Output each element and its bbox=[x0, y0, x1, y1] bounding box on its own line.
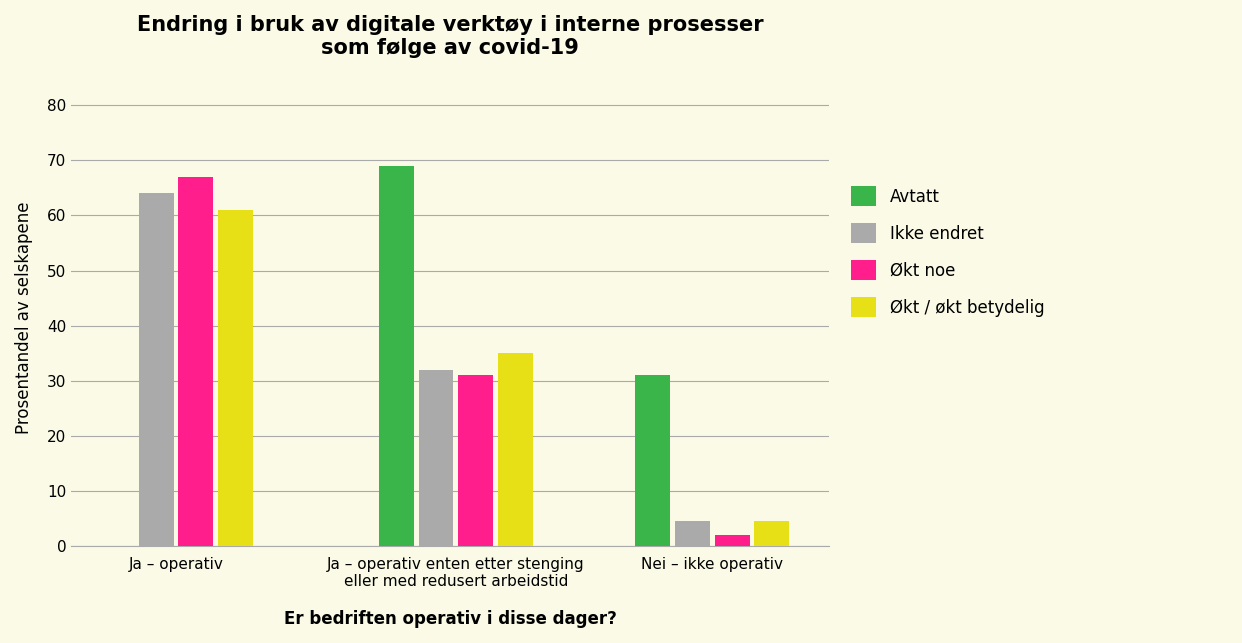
X-axis label: Er bedriften operativ i disse dager?: Er bedriften operativ i disse dager? bbox=[283, 610, 616, 628]
Bar bbox=[458, 375, 493, 546]
Bar bbox=[419, 370, 453, 546]
Y-axis label: Prosentandel av selskapene: Prosentandel av selskapene bbox=[15, 201, 34, 433]
Bar bbox=[714, 534, 750, 546]
Bar bbox=[498, 353, 533, 546]
Bar bbox=[379, 166, 414, 546]
Bar bbox=[754, 521, 789, 546]
Bar bbox=[219, 210, 253, 546]
Bar bbox=[636, 375, 671, 546]
Bar bbox=[179, 177, 214, 546]
Bar bbox=[674, 521, 710, 546]
Bar bbox=[139, 194, 174, 546]
Legend: Avtatt, Ikke endret, Økt noe, Økt / økt betydelig: Avtatt, Ikke endret, Økt noe, Økt / økt … bbox=[845, 179, 1051, 324]
Title: Endring i bruk av digitale verktøy i interne prosesser
som følge av covid-19: Endring i bruk av digitale verktøy i int… bbox=[137, 15, 764, 59]
